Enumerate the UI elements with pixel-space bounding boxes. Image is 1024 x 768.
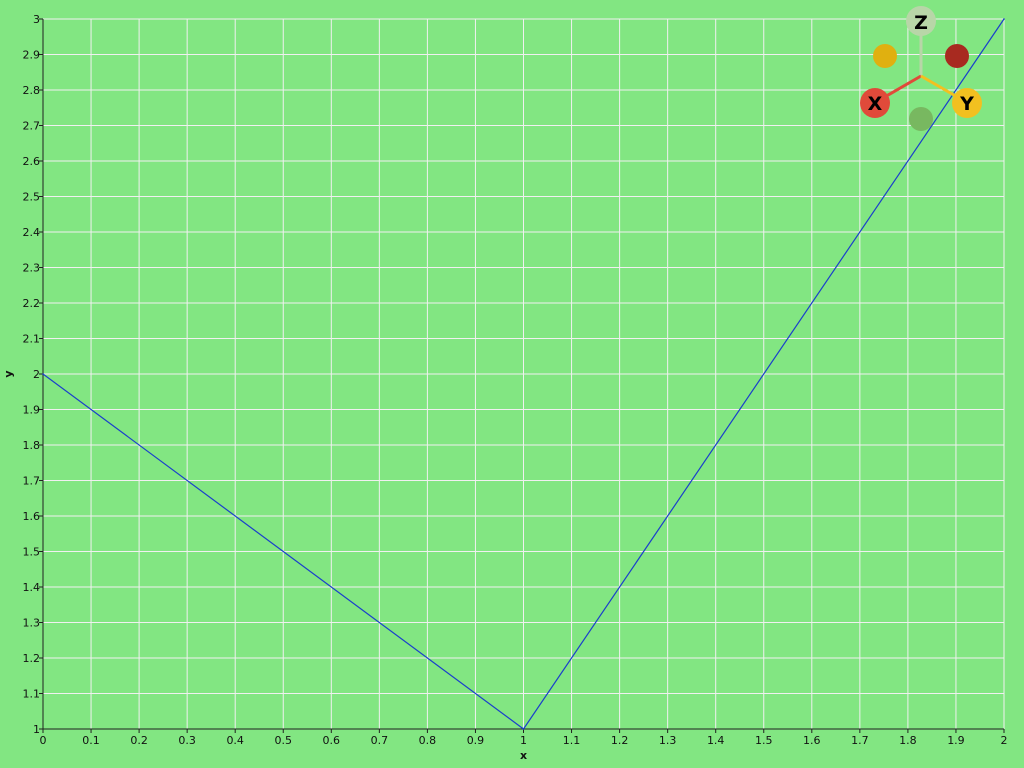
y-tick-label: 1.3 (23, 617, 41, 630)
triad-z-ball[interactable] (906, 6, 936, 36)
x-tick-label: 0.1 (82, 734, 100, 747)
x-tick-label: 1.6 (803, 734, 821, 747)
y-tick-label: 2.2 (23, 297, 41, 310)
y-tick-label: 2.5 (23, 191, 41, 204)
x-tick-label: 0.7 (371, 734, 389, 747)
x-tick-label: 1.4 (707, 734, 725, 747)
y-tick-label: 2.1 (23, 333, 41, 346)
x-tick-label: 2 (1001, 734, 1008, 747)
tick-labels: 0 0.1 0.2 0.3 0.4 0.5 0.6 0.7 0.8 0.9 1 1.1 1.2 1.3 1.… (23, 13, 1008, 747)
x-tick-label: 0.6 (323, 734, 341, 747)
x-tick-label: 1.7 (851, 734, 869, 747)
y-tick-label: 2.7 (23, 120, 41, 133)
x-tick-label: 1.8 (899, 734, 917, 747)
data-point (1003, 18, 1005, 20)
x-tick-label: 0.4 (226, 734, 244, 747)
y-tick-label: 1.9 (23, 404, 41, 417)
triad-x-ball[interactable] (860, 88, 890, 118)
triad-neg-x-ball[interactable] (945, 44, 969, 68)
triad-y-label: Y (959, 93, 974, 115)
x-tick-label: 0 (40, 734, 47, 747)
x-tick-label: 0.8 (419, 734, 437, 747)
x-tick-label: 1.1 (563, 734, 581, 747)
x-tick-label: 1.9 (947, 734, 965, 747)
axes (39, 18, 1005, 733)
data-point (522, 728, 525, 730)
y-tick-label: 1.6 (23, 510, 41, 523)
triad-y-ball[interactable] (952, 88, 982, 118)
x-axis-title: x (520, 749, 527, 762)
y-tick-label: 2.3 (23, 262, 41, 275)
series (42, 18, 1005, 730)
x-tick-label: 0.9 (467, 734, 485, 747)
y-tick-label: 1 (33, 723, 40, 736)
y-tick-label: 1.7 (23, 475, 41, 488)
y-tick-label: 1.4 (23, 581, 41, 594)
triad-neg-z-ball[interactable] (909, 107, 933, 131)
y-tick-label: 1.2 (23, 652, 41, 665)
y-tick-label: 2.8 (23, 84, 41, 97)
x-tick-label: 1.5 (755, 734, 773, 747)
x-tick-label: 0.3 (178, 734, 196, 747)
y-tick-label: 1.8 (23, 439, 41, 452)
triad-neg-y-ball[interactable] (873, 44, 897, 68)
grid (42, 18, 1005, 730)
orientation-triad[interactable]: Z X Y (860, 6, 982, 131)
x-tick-label: 1 (520, 734, 527, 747)
y-axis-title: y (2, 370, 15, 377)
y-tick-label: 2.9 (23, 49, 41, 62)
y-tick-label: 1.1 (23, 688, 41, 701)
y-tick-label: 2.6 (23, 155, 41, 168)
y-tick-label: 1.5 (23, 546, 41, 559)
x-tick-label: 1.2 (611, 734, 629, 747)
triad-x-label: X (868, 93, 883, 115)
y-tick-label: 2.4 (23, 226, 41, 239)
y-tick-label: 3 (33, 13, 40, 26)
x-tick-label: 0.2 (130, 734, 148, 747)
x-tick-label: 0.5 (275, 734, 293, 747)
data-point (42, 373, 44, 375)
triad-z-label: Z (914, 12, 928, 34)
x-tick-label: 1.3 (659, 734, 677, 747)
y-tick-label: 2 (33, 368, 40, 381)
